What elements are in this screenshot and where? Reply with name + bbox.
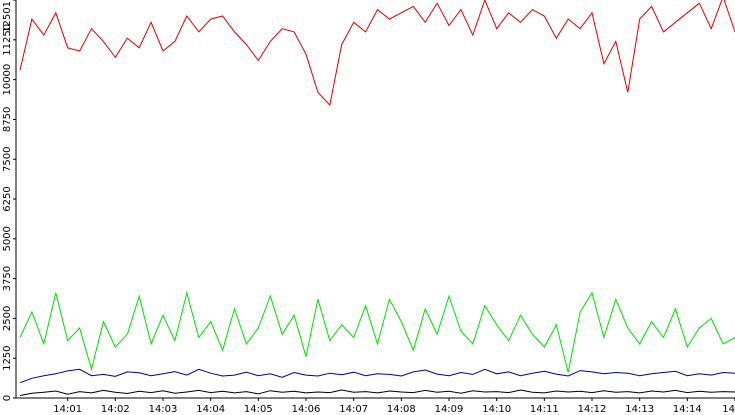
y-tick-label: 3750 <box>2 266 13 291</box>
series-line <box>19 0 735 107</box>
x-tick-label: 14:01 <box>53 404 82 415</box>
y-tick-label: 2500 <box>2 306 13 331</box>
y-tick-label: 7500 <box>2 146 13 171</box>
y-tick-label: 5000 <box>2 226 13 251</box>
y-tick-label: 8750 <box>2 107 13 132</box>
y-tick-label: 6250 <box>2 186 13 211</box>
x-tick-label: 14:10 <box>482 404 511 415</box>
series-line <box>19 389 735 396</box>
x-tick-label: 14:08 <box>387 404 416 415</box>
x-tick-label: 14:02 <box>101 404 130 415</box>
y-tick-label: 1250 <box>2 345 13 370</box>
y-tick-label: 10000 <box>2 64 13 96</box>
x-tick-label: 14:11 <box>530 404 559 415</box>
x-tick-label: 14 <box>722 404 735 415</box>
y-tick-label: 12501 <box>2 1 13 33</box>
x-tick-label: 14:13 <box>625 404 654 415</box>
x-tick-label: 14:05 <box>244 404 273 415</box>
y-tick-label: 11250 <box>2 24 13 56</box>
x-tick-label: 14:07 <box>339 404 368 415</box>
x-tick-label: 14:09 <box>435 404 464 415</box>
x-tick-label: 14:03 <box>149 404 178 415</box>
x-tick-label: 14:06 <box>292 404 321 415</box>
x-tick-label: 14:04 <box>196 404 225 415</box>
y-tick-label: 0 <box>2 395 13 401</box>
x-tick-label: 14:12 <box>578 404 607 415</box>
series-line <box>19 368 735 384</box>
series-line <box>19 290 735 373</box>
x-tick-label: 14:14 <box>673 404 702 415</box>
